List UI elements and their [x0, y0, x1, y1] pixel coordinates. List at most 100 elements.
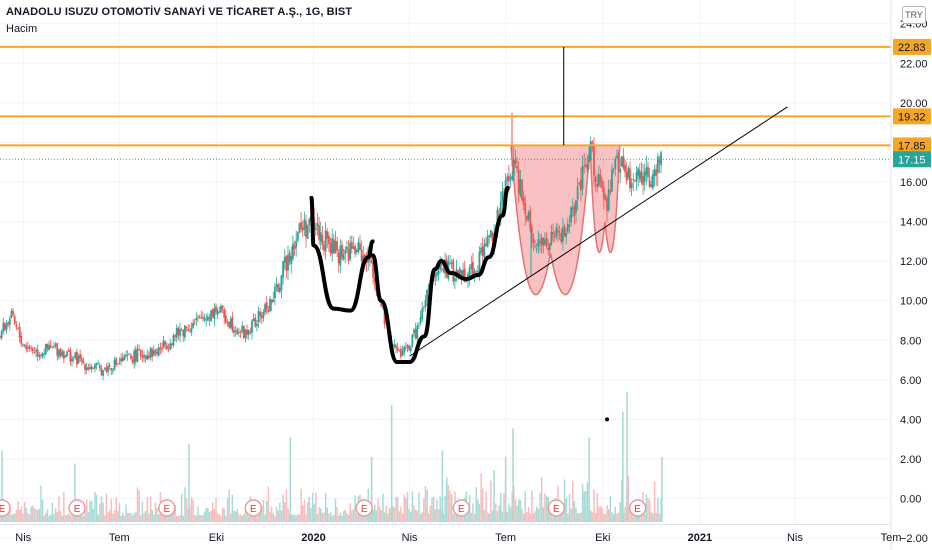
level-price-tag: [893, 108, 931, 125]
volume-bar: [329, 512, 332, 522]
candle-body: [373, 276, 376, 282]
earnings-marker: [0, 499, 11, 517]
candle-body: [650, 184, 653, 187]
volume-bar: [5, 514, 8, 522]
volume-bar: [441, 450, 444, 522]
candle-body: [501, 191, 504, 202]
volume-bar: [241, 515, 243, 522]
volume-bar: [485, 491, 487, 522]
horizontal-levels[interactable]: [0, 45, 891, 160]
candle-body: [252, 318, 255, 322]
volume-bar: [180, 494, 183, 522]
y-tick-label: 20.00: [900, 98, 928, 110]
level-price-label: 19.32: [898, 111, 926, 123]
candle-body: [90, 366, 93, 370]
candle-body: [524, 203, 527, 215]
candle-body: [89, 367, 91, 370]
volume-bar: [552, 512, 554, 522]
candle-body: [453, 278, 456, 282]
volume-bar: [393, 507, 396, 522]
candle-body: [565, 233, 568, 237]
volume-bar: [411, 491, 414, 522]
volume-bar: [270, 506, 273, 522]
currency-badge[interactable]: TRY: [902, 6, 926, 24]
volume-bar: [40, 485, 42, 522]
volume-bar: [174, 504, 176, 522]
volume-bar: [310, 508, 312, 522]
candle-body: [164, 341, 167, 345]
trendline: [409, 106, 788, 357]
candle-body: [548, 243, 551, 250]
volume-bar: [572, 481, 574, 522]
candle-body: [606, 198, 608, 211]
candle-body: [154, 349, 157, 353]
x-tick-label: Nis: [402, 532, 418, 544]
candle-body: [360, 249, 363, 262]
volume-bar: [467, 507, 469, 522]
candle-body: [586, 164, 589, 171]
volume-bar: [32, 505, 34, 522]
volume-bar: [619, 501, 621, 522]
candle-body: [478, 251, 481, 275]
volume-bar: [621, 480, 623, 522]
candle-body: [460, 269, 463, 278]
volume-bar: [107, 512, 109, 522]
candle-body: [7, 322, 10, 325]
candle-body: [498, 212, 500, 218]
candle-body: [537, 239, 540, 247]
candle-body: [200, 316, 203, 319]
volume-bar: [84, 510, 86, 522]
volume-indicator-label[interactable]: Hacim: [6, 23, 38, 35]
volume-bar: [581, 484, 584, 522]
candle-body: [211, 309, 214, 317]
volume-bar: [9, 506, 11, 522]
user-drawings[interactable]: [309, 46, 788, 422]
earnings-marker-label: E: [0, 504, 6, 515]
candle-body: [100, 368, 103, 375]
candle-body: [226, 323, 229, 325]
candle-body: [44, 343, 47, 355]
candle-body: [249, 331, 252, 333]
candle-body: [105, 367, 108, 372]
volume-bar: [567, 513, 569, 522]
x-tick-label: Tem: [109, 532, 130, 544]
volume-bar: [432, 496, 435, 522]
y-tick-label: 10.00: [900, 296, 928, 308]
candle-body: [185, 327, 188, 329]
hand-drawn-curve: [309, 195, 375, 313]
candle-body: [143, 354, 145, 358]
time-axis[interactable]: Nis Tem Eki 2020 Nis Tem Eki 2021 Nis Tem: [15, 532, 901, 544]
volume-bar: [369, 509, 371, 522]
candle-body: [483, 244, 486, 258]
candle-body: [290, 255, 293, 265]
volume-bar: [23, 501, 26, 522]
y-tick-label: 16.00: [900, 177, 928, 189]
volume-bar: [176, 515, 178, 522]
earnings-marker: [68, 499, 86, 517]
candle-body: [552, 232, 554, 235]
volume-bar: [431, 497, 433, 522]
volume-bar: [81, 515, 83, 522]
volume-bar: [2, 513, 5, 522]
volume-bar: [578, 512, 581, 522]
volume-bar: [406, 492, 409, 522]
volume-bar: [194, 514, 196, 522]
candle-body: [26, 347, 29, 349]
candle-body: [144, 356, 147, 359]
candle-body: [417, 325, 420, 327]
volume-bar: [370, 457, 373, 522]
volume-bar: [153, 514, 155, 522]
candle-body: [545, 238, 548, 246]
candle-body: [427, 285, 430, 289]
candle-body: [134, 349, 137, 362]
volume-bar: [14, 513, 16, 522]
candle-body: [529, 210, 532, 228]
volume-bar: [30, 506, 32, 522]
volume-bar: [56, 512, 59, 522]
candle-body: [591, 142, 594, 144]
candle-body: [640, 172, 643, 182]
candle-body: [593, 145, 595, 176]
candle-body: [177, 328, 180, 335]
